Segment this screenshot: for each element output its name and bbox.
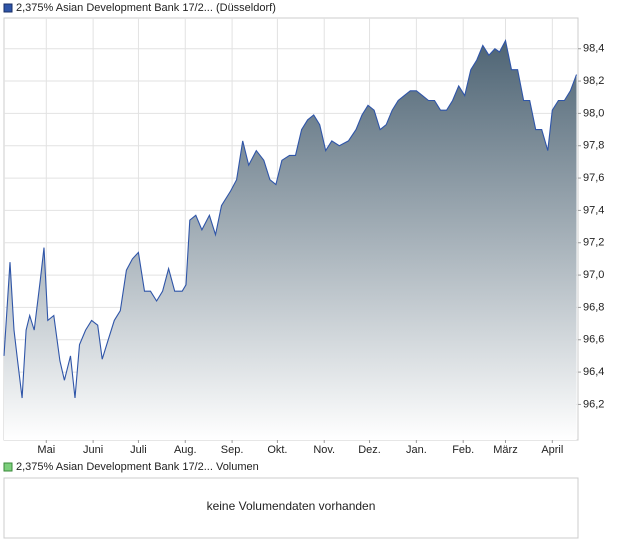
x-tick-label: Juli xyxy=(130,444,147,456)
y-tick-label: 96,8 xyxy=(583,301,604,313)
x-tick-label: Okt. xyxy=(267,444,287,456)
x-tick-label: Feb. xyxy=(452,444,474,456)
y-tick-label: 98,0 xyxy=(583,107,604,119)
x-tick-label: Mai xyxy=(37,444,55,456)
x-tick-label: März xyxy=(493,444,517,456)
x-tick-label: Sep. xyxy=(221,444,244,456)
x-tick-label: Jan. xyxy=(406,444,427,456)
volume-legend-label: 2,375% Asian Development Bank 17/2... Vo… xyxy=(16,461,259,473)
x-tick-label: April xyxy=(541,444,563,456)
x-tick-label: Aug. xyxy=(174,444,197,456)
volume-legend-swatch xyxy=(3,462,13,472)
volume-frame xyxy=(3,477,579,539)
legend-swatch xyxy=(3,3,13,13)
y-tick-label: 96,2 xyxy=(583,398,604,410)
volume-message: keine Volumendaten vorhanden xyxy=(207,499,376,513)
y-tick-label: 97,2 xyxy=(583,237,604,249)
x-tick-label: Nov. xyxy=(313,444,335,456)
y-tick-label: 97,8 xyxy=(583,140,604,152)
y-tick-label: 98,2 xyxy=(583,75,604,87)
x-tick-label: Dez. xyxy=(358,444,381,456)
y-tick-label: 97,0 xyxy=(583,269,604,281)
price-line xyxy=(3,38,578,399)
area-fill xyxy=(4,40,577,440)
legend-label: 2,375% Asian Development Bank 17/2... (D… xyxy=(16,2,276,14)
y-tick-label: 96,4 xyxy=(583,366,604,378)
y-tick-label: 97,4 xyxy=(583,204,604,216)
y-tick-label: 96,6 xyxy=(583,334,604,346)
y-tick-label: 98,4 xyxy=(583,43,604,55)
x-tick-label: Juni xyxy=(83,444,103,456)
y-tick-label: 97,6 xyxy=(583,172,604,184)
